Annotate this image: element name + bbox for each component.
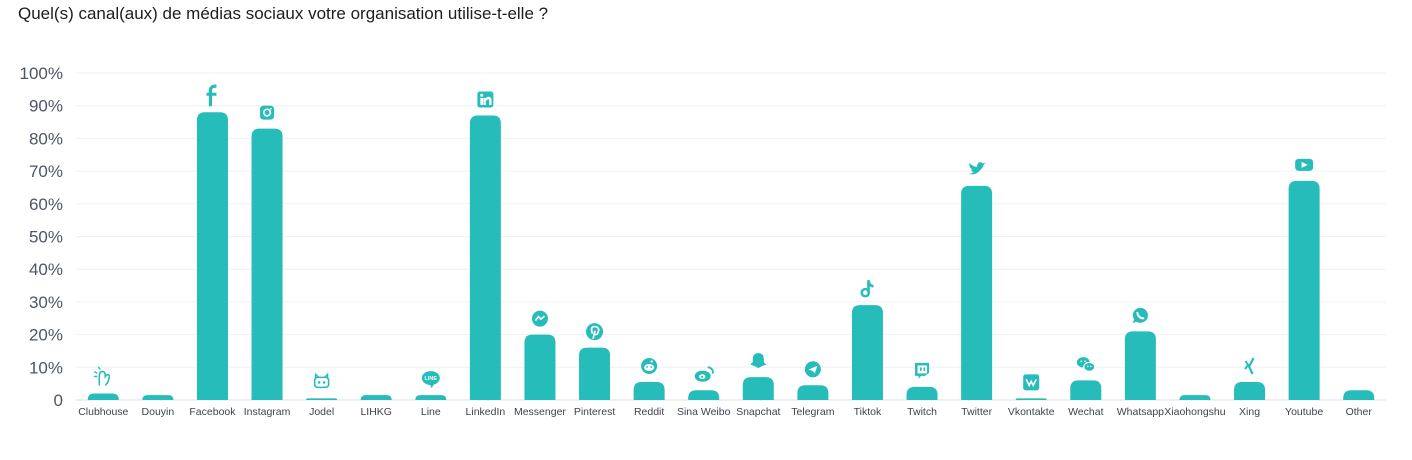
bar-facebook bbox=[196, 112, 228, 401]
x-tick-label: Instagram bbox=[244, 406, 291, 418]
x-tick-label: Wechat bbox=[1068, 406, 1103, 418]
chart-title: Quel(s) canal(aux) de médias sociaux vot… bbox=[18, 4, 549, 23]
y-tick-label: 0 bbox=[54, 391, 63, 410]
bar-line bbox=[415, 395, 447, 400]
bar-youtube bbox=[1288, 180, 1320, 400]
x-tick-label: Douyin bbox=[142, 406, 175, 418]
y-tick-label: 70% bbox=[29, 162, 63, 181]
x-tick-label: Whatsapp bbox=[1117, 406, 1164, 418]
x-tick-label: LinkedIn bbox=[466, 406, 506, 418]
bar-twitter bbox=[961, 185, 993, 400]
bar-snapchat bbox=[742, 377, 774, 400]
x-tick-label: Line bbox=[421, 406, 441, 418]
bar-messenger bbox=[524, 334, 556, 400]
instagram-icon bbox=[260, 105, 275, 120]
line-icon: LINE bbox=[421, 371, 440, 389]
x-tick-label: Xing bbox=[1239, 406, 1260, 418]
svg-text:LINE: LINE bbox=[425, 376, 438, 382]
x-tick-label: Other bbox=[1346, 406, 1373, 418]
wechat-icon bbox=[1076, 357, 1096, 372]
x-tick-label: Facebook bbox=[189, 406, 236, 418]
bar-vkontakte bbox=[1015, 398, 1047, 400]
x-tick-label: Sina Weibo bbox=[677, 406, 731, 418]
bar-reddit bbox=[633, 382, 665, 400]
linkedin-icon bbox=[477, 91, 494, 108]
bar-clubhouse bbox=[87, 393, 119, 400]
bar-xing bbox=[1234, 382, 1266, 400]
bar-tiktok bbox=[851, 305, 883, 400]
x-tick-label: Xiaohongshu bbox=[1164, 406, 1225, 418]
bar-douyin bbox=[142, 395, 174, 400]
twitch-icon bbox=[915, 362, 930, 379]
y-tick-label: 80% bbox=[29, 129, 63, 148]
bar-twitch bbox=[906, 386, 938, 400]
bar-instagram bbox=[251, 128, 283, 400]
x-tick-label: Tiktok bbox=[854, 406, 882, 418]
y-tick-label: 30% bbox=[29, 293, 63, 312]
y-tick-label: 20% bbox=[29, 326, 63, 345]
reddit-icon bbox=[641, 358, 658, 375]
xing-icon bbox=[1244, 357, 1255, 375]
jodel-icon bbox=[313, 372, 330, 389]
whatsapp-icon bbox=[1132, 307, 1148, 324]
y-tick-label: 60% bbox=[29, 195, 63, 214]
clubhouse-icon bbox=[93, 366, 111, 387]
x-tick-label: Pinterest bbox=[574, 406, 616, 418]
x-tick-label: Twitch bbox=[907, 406, 937, 418]
facebook-icon bbox=[206, 84, 217, 107]
y-tick-label: 100% bbox=[20, 64, 63, 83]
vkontakte-icon bbox=[1023, 374, 1040, 391]
bar-lihkg bbox=[360, 395, 392, 400]
x-tick-label: Messenger bbox=[514, 406, 566, 418]
bar-whatsapp bbox=[1124, 331, 1156, 400]
bar-linkedin bbox=[469, 115, 501, 400]
x-tick-label: Youtube bbox=[1285, 406, 1323, 418]
bar-telegram bbox=[797, 385, 829, 400]
x-tick-label: Reddit bbox=[634, 406, 664, 418]
y-tick-label: 10% bbox=[29, 358, 63, 377]
twitter-icon bbox=[968, 162, 986, 175]
x-tick-label: Clubhouse bbox=[78, 406, 128, 418]
x-tick-label: Snapchat bbox=[736, 406, 780, 418]
pinterest-icon bbox=[586, 323, 604, 341]
bar-xiaohongshu bbox=[1179, 395, 1211, 400]
x-tick-label: Jodel bbox=[309, 406, 334, 418]
x-tick-label: Telegram bbox=[791, 406, 834, 418]
x-tick-label: Vkontakte bbox=[1008, 406, 1055, 418]
telegram-icon bbox=[804, 361, 821, 378]
y-tick-label: 40% bbox=[29, 260, 63, 279]
snapchat-icon bbox=[750, 353, 767, 369]
bar-pinterest bbox=[579, 347, 611, 400]
y-tick-label: 90% bbox=[29, 97, 63, 116]
messenger-icon bbox=[531, 310, 548, 327]
x-tick-label: Twitter bbox=[961, 406, 992, 418]
sina-weibo-icon bbox=[694, 366, 714, 382]
bar-jodel bbox=[306, 398, 338, 400]
youtube-icon bbox=[1295, 158, 1314, 171]
bar-other bbox=[1343, 390, 1375, 400]
x-tick-label: LIHKG bbox=[360, 406, 392, 418]
bar-sina-weibo bbox=[688, 390, 720, 400]
tiktok-icon bbox=[860, 280, 874, 298]
bar-wechat bbox=[1070, 380, 1102, 400]
y-tick-label: 50% bbox=[29, 228, 63, 247]
